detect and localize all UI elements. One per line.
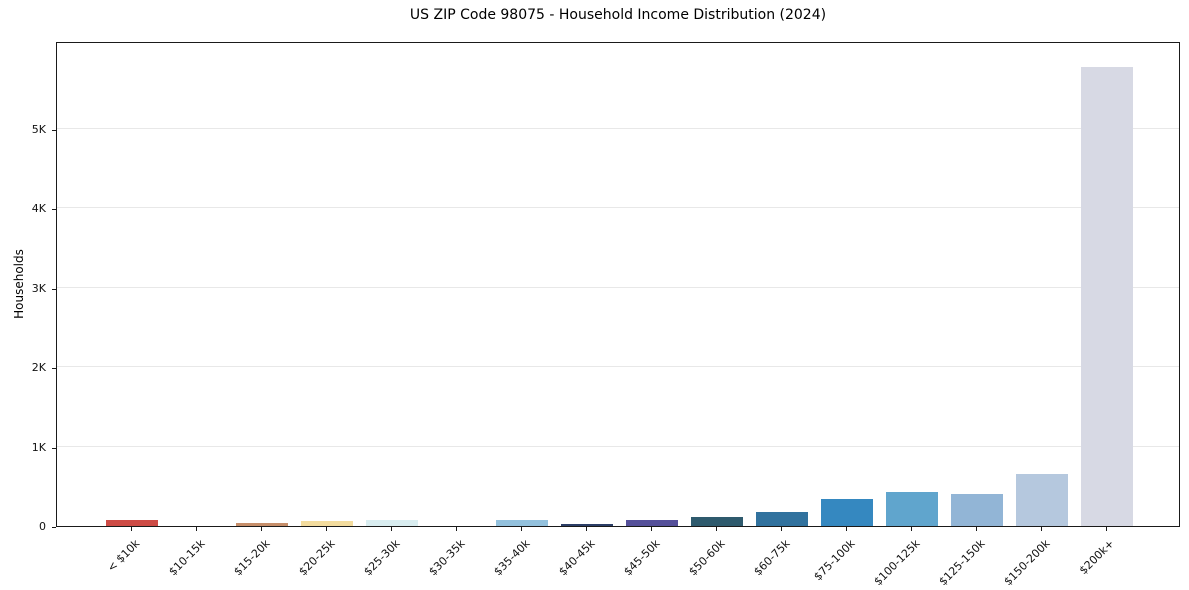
gridline-3000 <box>57 287 1179 288</box>
x-tick-mark-$50-60k <box>716 527 717 531</box>
x-tick-label-text: $45-50k <box>620 537 663 579</box>
x-tick-label-text: $50-60k <box>685 537 728 579</box>
y-tick-mark-2K <box>52 368 56 369</box>
bar-$35-40k <box>495 520 548 526</box>
y-tick-label-3K: 3K <box>31 282 46 295</box>
chart-title: US ZIP Code 98075 - Household Income Dis… <box>409 7 827 23</box>
bar-$45-50k <box>625 520 678 526</box>
x-tick-mark-$25-30k <box>391 527 392 531</box>
bar-$50-60k <box>690 517 743 526</box>
y-tick-label-2K: 2K <box>31 361 46 374</box>
x-tick-label-text: $25-30k <box>360 537 403 579</box>
x-tick-label-text: $75-100k <box>810 537 858 584</box>
x-tick-label-text: $100-125k <box>871 537 923 589</box>
x-tick-mark-$75-100k <box>846 527 847 531</box>
x-tick-mark-$200k+ <box>1106 527 1107 531</box>
x-tick-label-text: $35-40k <box>490 537 533 579</box>
gridline-5000 <box>57 128 1179 129</box>
x-tick-mark-$100-125k <box>911 527 912 531</box>
y-tick-mark-1K <box>52 448 56 449</box>
bar-$15-20k <box>235 522 288 526</box>
x-tick-mark-$150-200k <box>1041 527 1042 531</box>
y-tick-mark-3K <box>52 289 56 290</box>
y-tick-label-1K: 1K <box>31 441 46 454</box>
x-tick-mark-$45-50k <box>651 527 652 531</box>
y-tick-mark-0 <box>52 527 56 528</box>
bar-$60-75k <box>755 511 808 526</box>
y-tick-mark-5K <box>52 130 56 131</box>
x-tick-label-text: $20-25k <box>295 537 338 579</box>
x-tick-mark-$15-20k <box>261 527 262 531</box>
y-tick-label-0: 0 <box>39 520 46 533</box>
x-tick-label-text: $30-35k <box>425 537 468 579</box>
bar-$150-200k <box>1015 473 1068 526</box>
x-tick-label-text: $150-200k <box>1001 537 1053 589</box>
x-tick-label-text: $40-45k <box>555 537 598 579</box>
gridline-2000 <box>57 366 1179 367</box>
bar-$125-150k <box>950 494 1003 526</box>
bar-$20-25k <box>300 521 353 526</box>
x-tick-mark-$60-75k <box>781 527 782 531</box>
bar-$100-125k <box>885 491 938 526</box>
gridline-4000 <box>57 207 1179 208</box>
bar-< $10k <box>105 519 158 526</box>
x-tick-mark-$125-150k <box>976 527 977 531</box>
bar-$75-100k <box>820 499 873 526</box>
x-tick-label-text: $15-20k <box>230 537 273 579</box>
x-tick-label-text: < $10k <box>104 537 143 575</box>
x-tick-label-text: $125-150k <box>936 537 988 589</box>
x-tick-mark-$35-40k <box>521 527 522 531</box>
x-tick-label-text: $60-75k <box>750 537 793 579</box>
bar-$25-30k <box>365 520 418 526</box>
x-tick-mark-$40-45k <box>586 527 587 531</box>
bar-$40-45k <box>560 524 613 526</box>
x-tick-mark-< $10k <box>131 527 132 531</box>
y-tick-label-5K: 5K <box>31 123 46 136</box>
y-tick-mark-4K <box>52 209 56 210</box>
x-tick-label-text: $10-15k <box>165 537 208 579</box>
x-tick-mark-$10-15k <box>196 527 197 531</box>
x-tick-mark-$20-25k <box>326 527 327 531</box>
plot-area <box>56 42 1180 527</box>
gridline-1000 <box>57 446 1179 447</box>
y-tick-label-4K: 4K <box>31 202 46 215</box>
x-tick-label-text: $200k+ <box>1077 537 1118 578</box>
x-tick-mark-$30-35k <box>456 527 457 531</box>
bar-$200k+ <box>1080 67 1133 526</box>
